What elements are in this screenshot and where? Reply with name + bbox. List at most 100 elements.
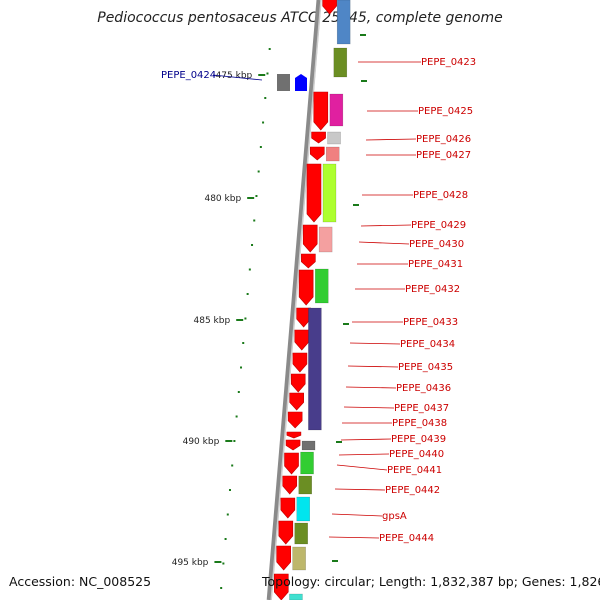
cog-bar-11 bbox=[298, 475, 312, 495]
topology-label: Topology: circular; Length: 1,832,387 bp… bbox=[262, 574, 600, 589]
cog-bar-0 bbox=[336, 0, 351, 45]
kbp-label-2: 485 kbp bbox=[194, 316, 231, 326]
reverse-gene-box bbox=[277, 74, 290, 91]
gene-arrow-15 bbox=[285, 439, 301, 451]
outer-tick-16 bbox=[233, 440, 236, 442]
gene-label-PEPE_0438: PEPE_0438 bbox=[392, 418, 447, 429]
gene-leader-PEPE_0435 bbox=[347, 365, 399, 368]
cog-bar-8 bbox=[308, 307, 322, 431]
accession-label: Accession: NC_008525 bbox=[9, 574, 152, 589]
outer-tick-0 bbox=[268, 48, 271, 50]
inner-tick-5 bbox=[332, 560, 338, 562]
cog-bar-4 bbox=[325, 146, 340, 162]
gene-label-PEPE_0441: PEPE_0441 bbox=[387, 465, 442, 476]
outer-tick-14 bbox=[237, 391, 240, 393]
kbp-tick-3 bbox=[225, 440, 233, 442]
gene-label-PEPE_0432: PEPE_0432 bbox=[405, 284, 460, 295]
gene-label-PEPE_0437: PEPE_0437 bbox=[394, 403, 449, 414]
gene-arrow-8 bbox=[296, 307, 311, 328]
gene-label-PEPE_0424: PEPE_0424 bbox=[161, 70, 216, 81]
gene-arrow-9 bbox=[294, 329, 310, 351]
cog-bar-15 bbox=[289, 593, 303, 600]
backbone-line bbox=[266, 0, 322, 600]
gene-arrow-11 bbox=[290, 373, 306, 393]
gene-arrow-2 bbox=[311, 131, 326, 144]
gene-arrow-0 bbox=[322, 0, 337, 15]
kbp-tick-2 bbox=[236, 319, 244, 321]
kbp-label-3: 490 kbp bbox=[183, 437, 220, 447]
gene-label-PEPE_0442: PEPE_0442 bbox=[385, 485, 440, 496]
gene-leader-PEPE_0437 bbox=[343, 406, 395, 409]
outer-tick-17 bbox=[231, 464, 234, 467]
outer-tick-6 bbox=[255, 195, 258, 197]
kbp-label-4: 495 kbp bbox=[172, 558, 209, 568]
gene-arrow-10 bbox=[292, 352, 308, 373]
map-title: Pediococcus pentosaceus ATCC 25745, comp… bbox=[97, 10, 503, 26]
gene-arrow-5 bbox=[302, 224, 318, 253]
gene-arrow-19 bbox=[278, 520, 294, 545]
gene-label-PEPE_0431: PEPE_0431 bbox=[408, 259, 463, 270]
outer-tick-19 bbox=[226, 513, 229, 516]
inner-tick-1 bbox=[361, 80, 367, 82]
outer-tick-15 bbox=[235, 415, 238, 418]
gene-arrow-3 bbox=[309, 146, 325, 161]
cog-bar-9 bbox=[301, 440, 316, 451]
outer-tick-1 bbox=[266, 72, 269, 75]
cog-bar-7 bbox=[315, 268, 329, 304]
backbone-highlight bbox=[270, 0, 322, 600]
gene-label-PEPE_0423: PEPE_0423 bbox=[421, 57, 476, 68]
gene-leader-gpsA bbox=[331, 513, 383, 517]
inner-tick-2 bbox=[353, 204, 359, 206]
cog-bar-1 bbox=[333, 47, 348, 78]
gene-label-PEPE_0426: PEPE_0426 bbox=[416, 134, 471, 145]
gene-leader-PEPE_0426 bbox=[365, 138, 417, 141]
gene-leader-PEPE_0424 bbox=[212, 74, 263, 81]
gene-arrow-6 bbox=[301, 253, 316, 269]
cog-bar-6 bbox=[318, 226, 333, 253]
inner-tick-0 bbox=[360, 34, 366, 36]
gene-label-PEPE_0430: PEPE_0430 bbox=[409, 239, 464, 250]
gene-leader-PEPE_0441 bbox=[336, 464, 388, 471]
outer-tick-10 bbox=[246, 293, 249, 295]
outer-tick-9 bbox=[248, 268, 251, 271]
cog-bar-10 bbox=[300, 451, 314, 475]
outer-tick-18 bbox=[228, 489, 231, 491]
cog-bar-13 bbox=[294, 522, 308, 545]
gene-leader-PEPE_0439 bbox=[340, 438, 392, 441]
gene-label-PEPE_0435: PEPE_0435 bbox=[398, 362, 453, 373]
gene-leader-PEPE_0440 bbox=[338, 453, 390, 456]
gene-arrow-21 bbox=[273, 573, 289, 600]
gene-leader-PEPE_0429 bbox=[360, 224, 412, 227]
outer-tick-11 bbox=[244, 317, 247, 320]
gene-arrow-17 bbox=[282, 475, 298, 495]
kbp-label-1: 480 kbp bbox=[204, 194, 241, 204]
outer-tick-22 bbox=[220, 587, 223, 589]
gene-label-PEPE_0433: PEPE_0433 bbox=[403, 317, 458, 328]
gene-label-PEPE_0428: PEPE_0428 bbox=[413, 190, 468, 201]
outer-tick-5 bbox=[257, 170, 260, 173]
outer-tick-13 bbox=[240, 366, 243, 369]
outer-tick-20 bbox=[224, 538, 227, 540]
gene-label-PEPE_0436: PEPE_0436 bbox=[396, 383, 451, 394]
gene-leader-PEPE_0430 bbox=[358, 241, 410, 245]
gene-arrow-16 bbox=[284, 452, 299, 475]
gene-arrow-13 bbox=[287, 411, 303, 429]
gene-label-PEPE_0425: PEPE_0425 bbox=[418, 106, 473, 117]
gene-label-PEPE_0427: PEPE_0427 bbox=[416, 150, 471, 161]
cog-bar-3 bbox=[327, 131, 341, 145]
gene-label-PEPE_0444: PEPE_0444 bbox=[379, 533, 434, 544]
reverse-gene-arrow bbox=[295, 74, 307, 91]
gene-arrow-1 bbox=[313, 91, 329, 131]
outer-tick-2 bbox=[264, 97, 267, 99]
inner-tick-3 bbox=[343, 323, 349, 325]
outer-tick-8 bbox=[251, 244, 254, 246]
gene-label-gpsA: gpsA bbox=[382, 511, 407, 522]
inner-tick-4 bbox=[336, 441, 342, 443]
gene-arrow-7 bbox=[298, 269, 314, 306]
cog-bar-14 bbox=[292, 546, 306, 571]
kbp-tick-1 bbox=[247, 197, 255, 199]
kbp-tick-4 bbox=[214, 561, 222, 563]
gene-leader-PEPE_0442 bbox=[334, 488, 386, 491]
